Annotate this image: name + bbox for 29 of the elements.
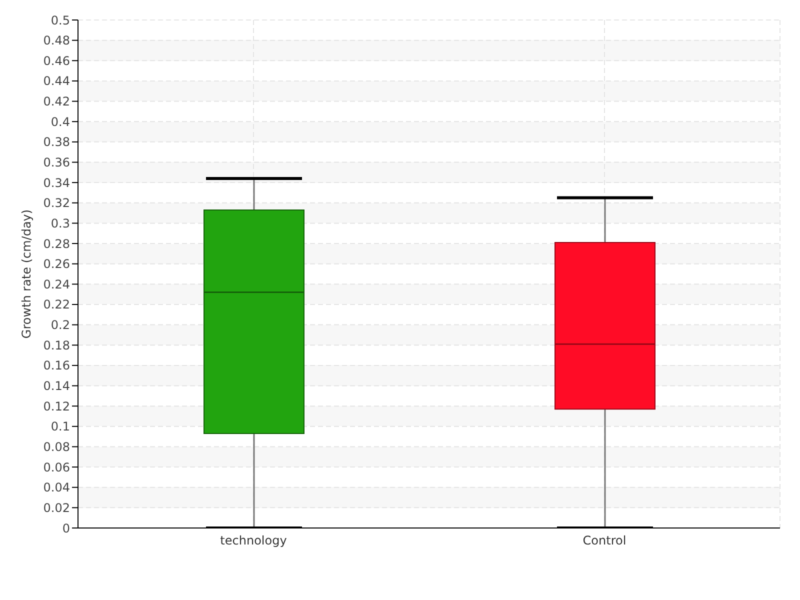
y-tick-label: 0.26 [43,257,70,272]
y-tick-label: 0.02 [43,500,70,515]
y-tick-label: 0.08 [43,440,70,454]
y-tick-label: 0.36 [43,156,70,170]
y-tick-label: 0.4 [50,114,70,129]
x-tick-label: technology [220,534,287,548]
y-tick-label: 0.32 [43,196,70,210]
y-tick-label: 0.44 [43,74,70,88]
y-tick-label: 0.48 [43,34,70,48]
y-tick-label: 0.22 [43,298,70,312]
y-tick-label: 0.46 [43,54,70,68]
y-tick-label: 0.04 [43,480,70,495]
y-tick-label: 0.24 [43,277,70,292]
y-tick-label: 0.2 [50,318,70,332]
y-tick-label: 0.18 [43,338,70,352]
y-tick-label: 0.5 [50,13,70,28]
y-tick-label: 0 [62,521,70,536]
y-tick-label: 0.3 [50,216,70,230]
y-tick-label: 0.38 [43,135,70,150]
y-tick-label: 0.28 [43,236,70,251]
y-tick-label: 0.16 [43,358,70,373]
y-tick-label: 0.1 [50,420,70,434]
y-tick-label: 0.14 [43,379,70,394]
y-tick-label: 0.06 [43,460,70,474]
x-tick-label: Control [582,534,626,548]
y-tick-label: 0.42 [43,94,70,109]
y-tick-label: 0.34 [43,176,70,190]
y-tick-label: 0.12 [43,399,70,414]
y-axis-title: Growth rate (cm/day) [19,209,34,339]
